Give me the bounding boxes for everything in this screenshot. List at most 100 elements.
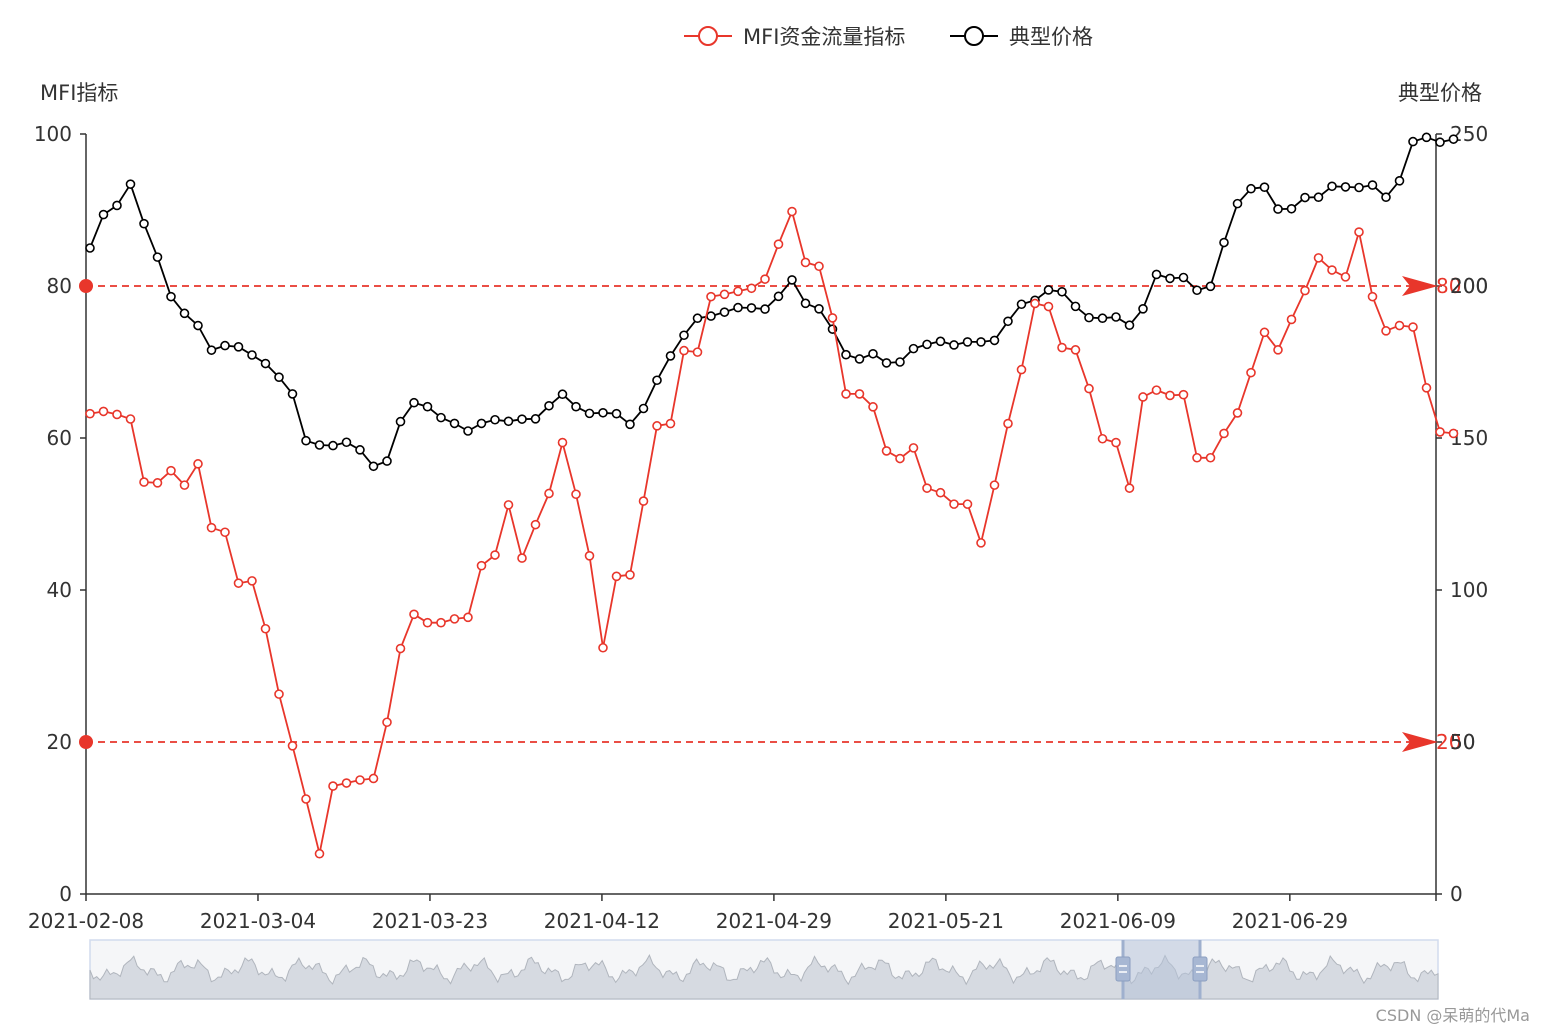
price-point xyxy=(868,348,878,359)
mfi-point xyxy=(1070,345,1081,355)
price-point xyxy=(922,339,932,350)
price-point xyxy=(1016,299,1027,310)
price-point xyxy=(598,407,608,418)
data-zoom-slider[interactable] xyxy=(89,939,1439,1000)
price-point xyxy=(314,440,325,450)
price-point xyxy=(206,345,217,355)
mfi-point xyxy=(571,489,581,500)
price-point xyxy=(1205,281,1216,292)
mfi-point xyxy=(206,522,217,533)
mfi-point xyxy=(152,478,163,488)
mfi-point xyxy=(1286,314,1297,325)
mfi-point xyxy=(193,459,203,469)
price-point xyxy=(1448,134,1459,144)
mfi-point xyxy=(287,740,298,751)
mfi-point xyxy=(949,499,959,509)
mfi-point xyxy=(260,623,271,634)
price-point xyxy=(152,252,163,262)
price-point xyxy=(1435,137,1445,148)
mfi-point xyxy=(584,550,595,561)
x-tick-label: 2021-05-21 xyxy=(888,909,1004,933)
right-tick-label: 200 xyxy=(1450,274,1488,298)
mfi-point xyxy=(1097,433,1108,444)
mfi-point xyxy=(368,773,379,784)
mfi-point xyxy=(1273,345,1283,355)
price-point xyxy=(490,414,500,425)
mfi-point xyxy=(1246,367,1256,378)
price-point xyxy=(112,200,122,211)
legend-item-mfi[interactable]: MFI资金流量指标 xyxy=(684,25,905,49)
mfi-point xyxy=(1057,342,1067,353)
mfi-point xyxy=(1259,327,1270,338)
price-point xyxy=(274,372,284,383)
price-point xyxy=(436,412,446,423)
price-point xyxy=(706,311,716,321)
mfi-point xyxy=(476,560,487,571)
mfi-point xyxy=(733,286,743,297)
right-tick-label: 0 xyxy=(1450,882,1463,906)
mfi-point xyxy=(1367,291,1378,302)
price-point xyxy=(962,337,973,347)
threshold-start-dot xyxy=(79,279,93,293)
mfi-point xyxy=(422,617,433,628)
zoom-data-shadow xyxy=(89,954,1439,1000)
price-point xyxy=(679,330,689,341)
mfi-point xyxy=(746,283,757,294)
mfi-point xyxy=(355,775,365,785)
mfi-point xyxy=(1003,418,1013,429)
mfi-point xyxy=(787,206,797,217)
x-tick-label: 2021-06-09 xyxy=(1060,909,1176,933)
zoom-handle-right[interactable] xyxy=(1192,956,1208,982)
mfi-point xyxy=(1151,385,1162,395)
price-point xyxy=(382,456,392,466)
threshold-label: 20 xyxy=(1436,730,1461,754)
price-point xyxy=(1192,285,1202,296)
price-point xyxy=(1232,198,1243,209)
mfi-point xyxy=(301,794,311,804)
price-point xyxy=(463,426,473,436)
zoom-handle-left[interactable] xyxy=(1115,956,1131,982)
price-point xyxy=(787,275,797,285)
left-tick-label: 60 xyxy=(47,426,72,450)
mfi-point xyxy=(827,313,838,323)
mfi-point xyxy=(1381,326,1391,336)
mfi-point xyxy=(800,257,811,268)
price-point xyxy=(341,437,352,448)
price-point xyxy=(422,401,433,412)
price-point xyxy=(1070,301,1081,312)
mfi-point xyxy=(233,578,244,588)
price-point xyxy=(328,440,338,451)
mfi-point xyxy=(1030,298,1040,309)
mfi-point xyxy=(463,612,473,623)
price-point xyxy=(1178,272,1189,283)
watermark: CSDN @呆萌的代Ma xyxy=(1375,1006,1530,1025)
right-tick-label: 200 xyxy=(1450,274,1488,298)
price-point xyxy=(611,408,622,419)
legend-item-price[interactable]: 典型价格 xyxy=(950,25,1093,49)
price-point xyxy=(1219,237,1229,248)
mfi-point xyxy=(854,389,865,399)
mfi-point xyxy=(112,409,122,420)
mfi-point xyxy=(1448,428,1459,439)
mfi-point xyxy=(409,609,419,620)
price-point xyxy=(1111,312,1121,322)
mfi-point xyxy=(449,614,460,624)
price-point xyxy=(1394,176,1405,186)
mfi-point xyxy=(868,402,878,412)
mfi-point xyxy=(773,239,784,249)
price-point xyxy=(665,351,676,361)
price-point xyxy=(409,397,419,408)
right-tick-label: 50 xyxy=(1450,730,1475,754)
x-tick-label: 2021-04-12 xyxy=(544,909,660,933)
legend[interactable]: MFI资金流量指标 典型价格 xyxy=(684,25,1093,49)
threshold-arrow xyxy=(1402,276,1438,296)
price-point xyxy=(1246,183,1256,194)
price-point xyxy=(1367,180,1378,190)
mfi-point xyxy=(1394,320,1405,331)
mfi-point xyxy=(1178,389,1189,400)
mfi-point xyxy=(922,483,932,493)
right-axis-name: 典型价格 xyxy=(1398,81,1482,105)
zoom-selected-window[interactable] xyxy=(1123,940,1200,999)
price-point xyxy=(638,403,649,414)
